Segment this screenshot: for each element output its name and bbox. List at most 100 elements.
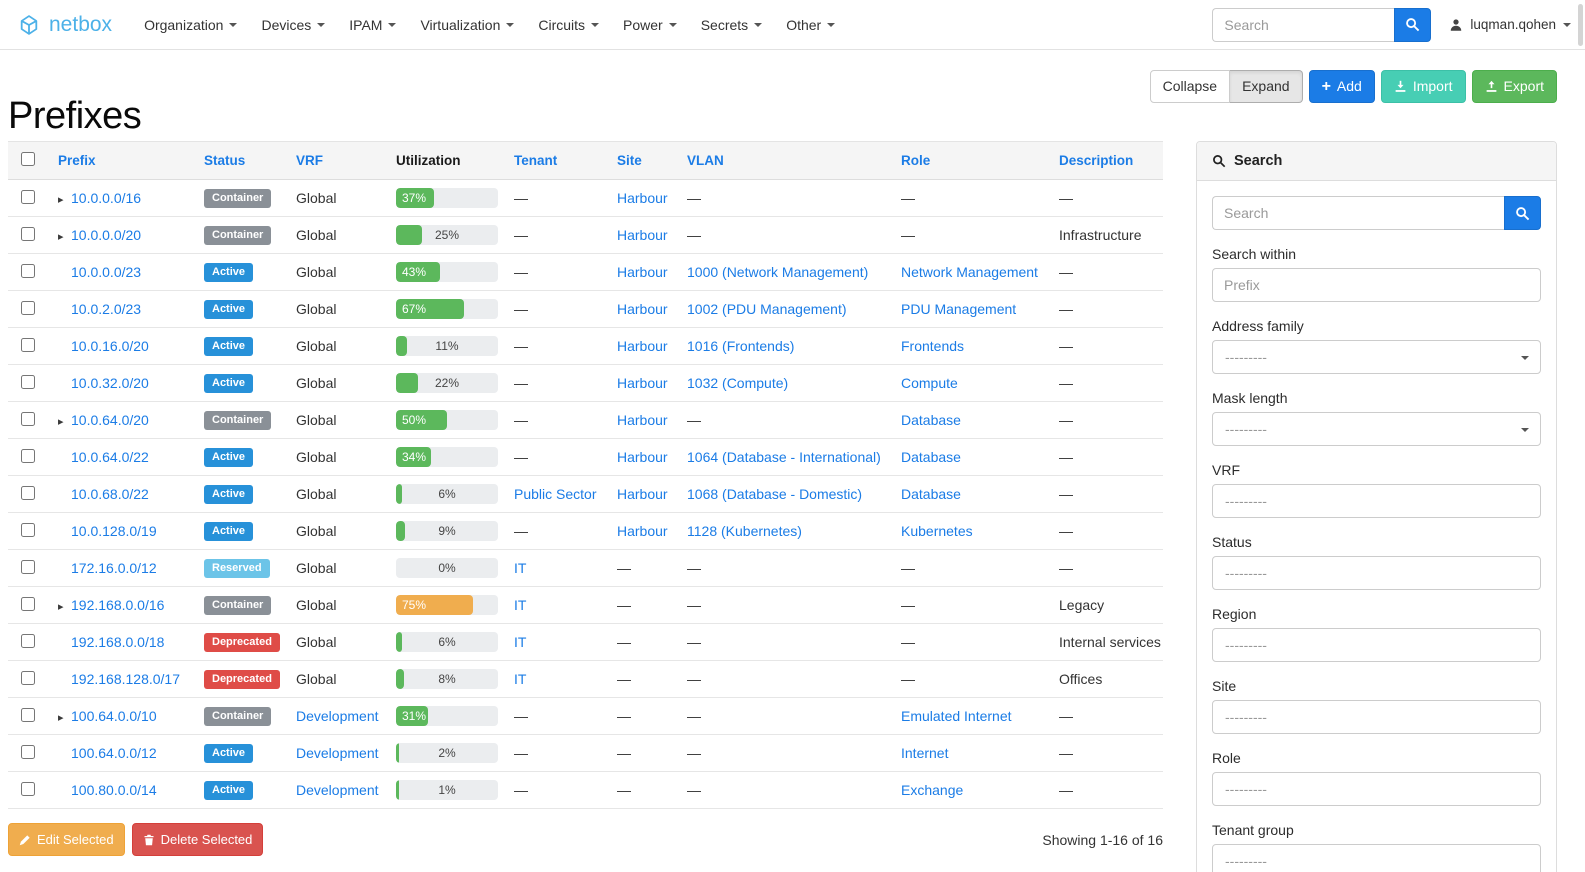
user-menu[interactable]: luqman.qohen [1449, 17, 1571, 32]
tenant-link[interactable]: IT [514, 560, 527, 576]
row-checkbox[interactable] [21, 337, 35, 352]
select-all-checkbox[interactable] [21, 152, 35, 166]
prefix-link[interactable]: 10.0.64.0/20 [71, 412, 149, 428]
prefix-link[interactable]: 192.168.0.0/16 [71, 597, 165, 613]
navbar-search-input[interactable] [1212, 7, 1395, 42]
row-checkbox[interactable] [21, 263, 35, 278]
export-button[interactable]: Export [1471, 70, 1557, 103]
site-link[interactable]: Harbour [617, 264, 668, 280]
add-button[interactable]: + Add [1308, 70, 1375, 103]
column-header-prefix[interactable]: Prefix [50, 141, 196, 180]
delete-selected-button[interactable]: Delete Selected [131, 823, 264, 856]
expand-button[interactable]: Expand [1230, 70, 1303, 103]
netbox-logo[interactable]: netbox [16, 12, 112, 38]
tenant-link[interactable]: IT [514, 634, 527, 650]
row-checkbox[interactable] [21, 448, 35, 463]
vrf-link[interactable]: Development [296, 782, 379, 798]
vlan-link[interactable]: 1032 (Compute) [687, 375, 789, 391]
row-checkbox[interactable] [21, 411, 35, 426]
filter-input-search-within[interactable] [1212, 268, 1541, 302]
site-link[interactable]: Harbour [617, 449, 668, 465]
row-checkbox[interactable] [21, 189, 35, 204]
filter-select-region[interactable]: --------- [1212, 628, 1541, 662]
site-link[interactable]: Harbour [617, 523, 668, 539]
prefix-link[interactable]: 100.64.0.0/12 [71, 745, 157, 761]
prefix-link[interactable]: 10.0.16.0/20 [71, 338, 149, 354]
site-link[interactable]: Harbour [617, 190, 668, 206]
role-link[interactable]: PDU Management [901, 301, 1017, 317]
vlan-link[interactable]: 1002 (PDU Management) [687, 301, 847, 317]
filter-select-address-family[interactable]: --------- [1212, 340, 1541, 374]
tenant-link[interactable]: Public Sector [514, 486, 597, 502]
site-link[interactable]: Harbour [617, 338, 668, 354]
role-link[interactable]: Emulated Internet [901, 708, 1012, 724]
edit-selected-button[interactable]: Edit Selected [8, 823, 125, 856]
prefix-link[interactable]: 100.64.0.0/10 [71, 708, 157, 724]
role-link[interactable]: Exchange [901, 782, 964, 798]
role-link[interactable]: Database [901, 486, 961, 502]
site-link[interactable]: Harbour [617, 375, 668, 391]
row-checkbox[interactable] [21, 781, 35, 796]
row-checkbox[interactable] [21, 670, 35, 685]
site-link[interactable]: Harbour [617, 227, 668, 243]
nav-item-secrets[interactable]: Secrets [689, 8, 774, 42]
nav-item-virtualization[interactable]: Virtualization [408, 8, 526, 42]
prefix-link[interactable]: 10.0.68.0/22 [71, 486, 149, 502]
prefix-link[interactable]: 10.0.0.0/23 [71, 264, 142, 280]
filter-select-site[interactable]: --------- [1212, 700, 1541, 734]
role-link[interactable]: Frontends [901, 338, 965, 354]
filter-search-button[interactable] [1504, 196, 1541, 230]
role-link[interactable]: Compute [901, 375, 958, 391]
prefix-link[interactable]: 192.168.0.0/18 [71, 634, 165, 650]
prefix-link[interactable]: 10.0.64.0/22 [71, 449, 149, 465]
role-link[interactable]: Database [901, 412, 961, 428]
column-header-description[interactable]: Description [1051, 141, 1163, 180]
row-checkbox[interactable] [21, 707, 35, 722]
column-header-status[interactable]: Status [196, 141, 288, 180]
import-button[interactable]: Import [1380, 70, 1466, 103]
vrf-link[interactable]: Development [296, 745, 379, 761]
column-header-role[interactable]: Role [893, 141, 1051, 180]
tenant-link[interactable]: IT [514, 671, 527, 687]
row-checkbox[interactable] [21, 522, 35, 537]
site-link[interactable]: Harbour [617, 486, 668, 502]
vlan-link[interactable]: 1064 (Database - International) [687, 449, 881, 465]
vlan-link[interactable]: 1000 (Network Management) [687, 264, 869, 280]
prefix-link[interactable]: 172.16.0.0/12 [71, 560, 157, 576]
site-link[interactable]: Harbour [617, 412, 668, 428]
nav-item-other[interactable]: Other [774, 8, 847, 42]
role-link[interactable]: Kubernetes [901, 523, 973, 539]
prefix-link[interactable]: 10.0.0.0/20 [71, 227, 142, 243]
row-checkbox[interactable] [21, 744, 35, 759]
column-header-tenant[interactable]: Tenant [506, 141, 609, 180]
filter-select-mask-length[interactable]: --------- [1212, 412, 1541, 446]
row-checkbox[interactable] [21, 596, 35, 611]
filter-select-vrf[interactable]: --------- [1212, 484, 1541, 518]
prefix-link[interactable]: 10.0.128.0/19 [71, 523, 157, 539]
nav-item-devices[interactable]: Devices [249, 8, 337, 42]
prefix-link[interactable]: 100.80.0.0/14 [71, 782, 157, 798]
role-link[interactable]: Internet [901, 745, 949, 761]
row-checkbox[interactable] [21, 485, 35, 500]
scrollbar-thumb[interactable] [1578, 4, 1583, 46]
filter-select-role[interactable]: --------- [1212, 772, 1541, 806]
row-checkbox[interactable] [21, 633, 35, 648]
vlan-link[interactable]: 1128 (Kubernetes) [687, 523, 802, 539]
nav-item-ipam[interactable]: IPAM [337, 8, 408, 42]
row-checkbox[interactable] [21, 300, 35, 315]
column-header-site[interactable]: Site [609, 141, 679, 180]
row-checkbox[interactable] [21, 374, 35, 389]
nav-item-organization[interactable]: Organization [132, 8, 249, 42]
column-header-vrf[interactable]: VRF [288, 141, 388, 180]
vlan-link[interactable]: 1068 (Database - Domestic) [687, 486, 863, 502]
site-link[interactable]: Harbour [617, 301, 668, 317]
nav-item-circuits[interactable]: Circuits [526, 8, 611, 42]
filter-select-status[interactable]: --------- [1212, 556, 1541, 590]
row-checkbox[interactable] [21, 559, 35, 574]
vrf-link[interactable]: Development [296, 708, 379, 724]
prefix-link[interactable]: 192.168.128.0/17 [71, 671, 180, 687]
prefix-link[interactable]: 10.0.32.0/20 [71, 375, 149, 391]
prefix-link[interactable]: 10.0.2.0/23 [71, 301, 142, 317]
vlan-link[interactable]: 1016 (Frontends) [687, 338, 795, 354]
tenant-link[interactable]: IT [514, 597, 527, 613]
